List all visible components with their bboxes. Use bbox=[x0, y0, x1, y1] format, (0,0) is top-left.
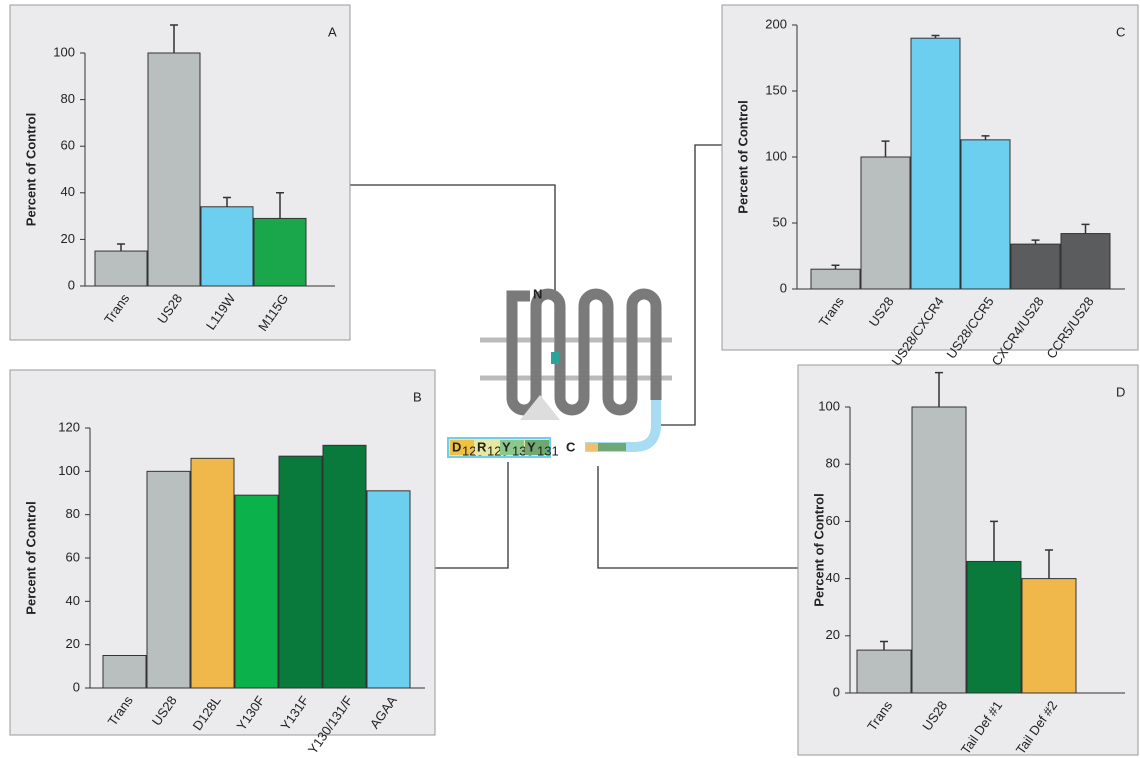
bar bbox=[254, 218, 306, 286]
panel-label: D bbox=[1116, 384, 1125, 399]
residue: Y bbox=[527, 439, 536, 454]
bar bbox=[911, 38, 960, 289]
bar bbox=[857, 650, 911, 693]
y-tick-label: 200 bbox=[765, 16, 787, 31]
residue-number: 131 bbox=[537, 443, 559, 458]
figure: N C D128R129Y130Y131 A Percent of Control… bbox=[0, 0, 1140, 758]
bar bbox=[811, 269, 860, 289]
y-tick-label: 20 bbox=[61, 231, 75, 246]
bar bbox=[148, 53, 200, 286]
bar bbox=[279, 456, 322, 688]
bar bbox=[95, 251, 147, 286]
y-tick-label: 0 bbox=[73, 679, 80, 694]
y-axis-label: Percent of Control bbox=[23, 501, 38, 614]
panel-label: A bbox=[328, 24, 337, 39]
y-axis-label: Percent of Control bbox=[811, 493, 826, 606]
residue-mark bbox=[551, 352, 559, 364]
bar bbox=[1022, 579, 1076, 693]
y-tick-label: 60 bbox=[61, 138, 75, 153]
y-tick-label: 100 bbox=[58, 463, 80, 478]
y-tick-label: 0 bbox=[780, 280, 787, 295]
connector bbox=[660, 145, 722, 425]
y-tick-label: 80 bbox=[61, 91, 75, 106]
bar bbox=[961, 140, 1010, 289]
y-tick-label: 50 bbox=[773, 214, 787, 229]
y-tick-label: 80 bbox=[826, 456, 840, 471]
bar bbox=[1011, 244, 1060, 289]
bar bbox=[967, 561, 1021, 693]
panel-label: C bbox=[1116, 24, 1125, 39]
bar bbox=[147, 471, 190, 688]
y-axis-label: Percent of Control bbox=[23, 113, 38, 226]
y-tick-label: 100 bbox=[765, 148, 787, 163]
bar bbox=[861, 157, 910, 289]
panel-background bbox=[798, 365, 1138, 755]
y-axis-label: Percent of Control bbox=[735, 100, 750, 213]
y-tick-label: 60 bbox=[66, 549, 80, 564]
bar bbox=[912, 407, 966, 693]
bar bbox=[235, 495, 278, 688]
connector bbox=[435, 462, 508, 568]
bar bbox=[323, 445, 366, 688]
bar bbox=[1061, 234, 1110, 289]
y-tick-label: 120 bbox=[58, 419, 80, 434]
y-tick-label: 150 bbox=[765, 82, 787, 97]
y-tick-label: 100 bbox=[53, 44, 75, 59]
residue: D bbox=[452, 439, 461, 454]
residue: R bbox=[477, 439, 487, 454]
y-tick-label: 20 bbox=[66, 636, 80, 651]
y-tick-label: 40 bbox=[826, 570, 840, 585]
bar bbox=[367, 491, 410, 688]
bar bbox=[201, 207, 253, 286]
y-tick-label: 60 bbox=[826, 513, 840, 528]
y-tick-label: 0 bbox=[68, 277, 75, 292]
y-tick-label: 40 bbox=[61, 184, 75, 199]
y-tick-label: 20 bbox=[826, 627, 840, 642]
receptor-chain bbox=[512, 294, 656, 410]
c-terminus-label: C bbox=[566, 439, 576, 454]
y-tick-label: 0 bbox=[833, 684, 840, 699]
bar bbox=[103, 656, 146, 689]
y-tick-label: 100 bbox=[818, 398, 840, 413]
y-tick-label: 40 bbox=[66, 593, 80, 608]
residue: Y bbox=[502, 439, 511, 454]
bar bbox=[191, 458, 234, 688]
connector bbox=[598, 466, 798, 568]
tail-segment bbox=[586, 443, 598, 451]
panel-label: B bbox=[413, 389, 422, 404]
y-tick-label: 80 bbox=[66, 506, 80, 521]
n-terminus-label: N bbox=[533, 286, 542, 301]
connector bbox=[350, 185, 555, 355]
